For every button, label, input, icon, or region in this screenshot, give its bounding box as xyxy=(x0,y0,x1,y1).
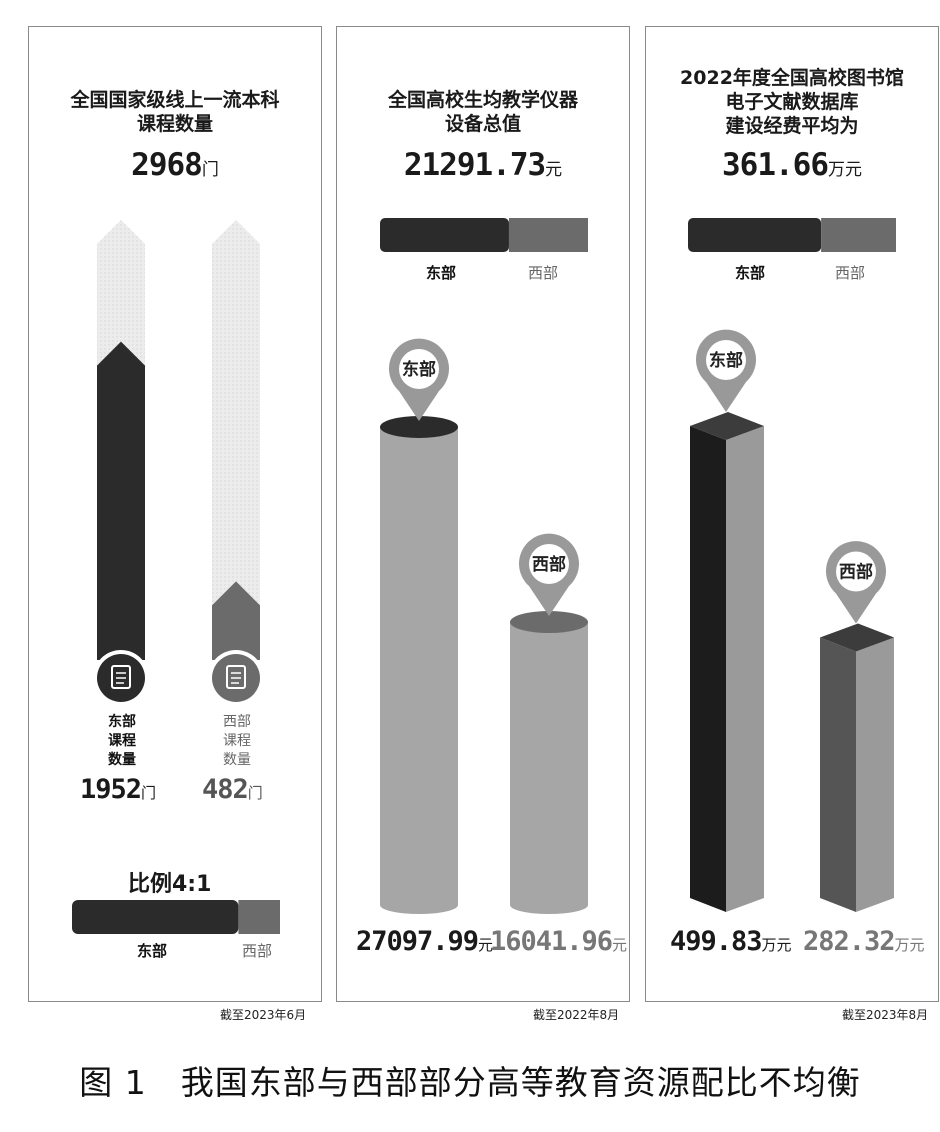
east-library-pin-center xyxy=(706,340,746,380)
library-total-value: 361.66 xyxy=(722,147,829,183)
equipment-legend-east: 东部 xyxy=(426,264,457,282)
east-course-label: 东部 课程 数量 xyxy=(98,713,146,770)
library-legend-east: 东部 xyxy=(735,264,766,282)
west-library-value-num: 282.32 xyxy=(803,926,896,957)
west-course-value: 482门 xyxy=(202,774,263,805)
equipment-split-east xyxy=(380,218,509,252)
ratio-legend-east: 东部 xyxy=(137,942,168,960)
equipment-legend-west: 西部 xyxy=(528,264,559,282)
course-title-line1: 全国国家级线上一流本科 xyxy=(70,89,280,111)
east-course-value: 1952门 xyxy=(80,774,156,805)
west-course-label-line2: 课程 xyxy=(223,733,251,749)
west-library-box-front xyxy=(820,637,856,912)
east-library-box-top xyxy=(690,412,764,440)
east-equipment-value-num: 27097.99 xyxy=(356,926,479,957)
west-equipment-cylinder-base xyxy=(510,896,588,914)
east-library-value: 499.83万元 xyxy=(670,926,792,957)
course-total: 2968门 xyxy=(29,147,321,183)
west-course-bar xyxy=(212,581,260,660)
east-course-label-line3: 数量 xyxy=(108,752,136,768)
west-course-value-unit: 门 xyxy=(247,784,263,802)
west-library-value: 282.32万元 xyxy=(803,926,925,957)
east-equipment-value-unit: 元 xyxy=(478,936,494,954)
course-count-panel: 全国国家级线上一流本科 课程数量 2968门 xyxy=(28,26,322,1002)
east-course-label-line1: 东部 xyxy=(108,714,136,730)
equipment-total: 21291.73元 xyxy=(337,147,629,183)
east-library-value-unit: 万元 xyxy=(761,936,792,954)
east-course-bar xyxy=(97,341,145,660)
ratio-bar-west xyxy=(238,900,280,934)
east-equipment-cylinder xyxy=(380,427,458,905)
library-legend-west: 西部 xyxy=(835,264,866,282)
course-title-line2: 课程数量 xyxy=(136,113,213,135)
library-title-line3: 建设经费平均为 xyxy=(725,115,859,137)
library-split-east xyxy=(688,218,822,252)
course-total-value: 2968 xyxy=(131,147,203,183)
equipment-total-unit: 元 xyxy=(545,160,563,180)
east-equipment-cylinder-top xyxy=(380,416,458,438)
library-total-unit: 万元 xyxy=(827,160,862,180)
east-library-value-num: 499.83 xyxy=(670,926,763,957)
ratio-bar-east xyxy=(72,900,239,934)
west-equipment-cylinder-top xyxy=(510,611,588,634)
ratio-label: 比例4:1 xyxy=(128,872,212,897)
west-course-label: 西部 课程 数量 xyxy=(213,713,261,770)
library-total: 361.66万元 xyxy=(646,147,938,183)
west-equipment-cylinder xyxy=(510,622,588,905)
east-library-pin-label: 东部 xyxy=(709,350,743,371)
west-library-box-side xyxy=(856,637,894,912)
west-library-pin-label: 西部 xyxy=(839,561,873,582)
west-library-value-unit: 万元 xyxy=(894,936,925,954)
book-icon xyxy=(226,665,246,689)
west-equipment-pin-center xyxy=(529,544,569,585)
east-equipment-value: 27097.99元 xyxy=(356,926,493,957)
ratio-legend-west: 西部 xyxy=(242,942,273,960)
book-icon-lines xyxy=(231,672,241,684)
west-course-value-num: 482 xyxy=(202,774,249,805)
east-equipment-pin-label: 东部 xyxy=(402,359,436,380)
book-icon xyxy=(111,665,131,689)
figure-caption: 图 1 我国东部与西部部分高等教育资源配比不均衡 xyxy=(79,1063,861,1102)
west-library-box-top xyxy=(820,623,894,652)
west-equipment-value: 16041.96元 xyxy=(490,926,627,957)
library-title-line2: 电子文献数据库 xyxy=(725,91,859,113)
west-course-label-line3: 数量 xyxy=(223,752,251,768)
west-equipment-value-unit: 元 xyxy=(612,936,628,954)
east-library-box-front xyxy=(690,426,726,912)
equipment-title-line1: 全国高校生均教学仪器 xyxy=(387,89,578,111)
course-total-unit: 门 xyxy=(201,160,219,180)
east-equipment-pin-center xyxy=(399,349,439,389)
equipment-title-line2: 设备总值 xyxy=(444,113,521,135)
west-equipment-value-num: 16041.96 xyxy=(490,926,613,957)
library-title-line1: 2022年度全国高校图书馆 xyxy=(680,67,904,89)
equipment-split-west xyxy=(508,218,588,252)
course-footnote: 截至2023年6月 xyxy=(220,1008,307,1022)
west-course-label-line1: 西部 xyxy=(223,714,251,730)
west-equipment-pin-label: 西部 xyxy=(532,554,566,575)
east-course-value-num: 1952 xyxy=(80,774,142,805)
library-footnote: 截至2023年8月 xyxy=(842,1008,929,1022)
east-equipment-cylinder-base xyxy=(380,896,458,914)
east-course-value-unit: 门 xyxy=(141,784,157,802)
equipment-total-value: 21291.73 xyxy=(403,147,546,183)
east-course-label-line2: 课程 xyxy=(108,733,136,749)
west-course-track xyxy=(212,220,260,660)
library-split-west xyxy=(821,218,896,252)
book-icon-lines xyxy=(116,672,126,684)
west-library-pin-center xyxy=(836,551,876,592)
east-library-box-side xyxy=(726,426,764,912)
equipment-footnote: 截至2022年8月 xyxy=(533,1008,620,1022)
